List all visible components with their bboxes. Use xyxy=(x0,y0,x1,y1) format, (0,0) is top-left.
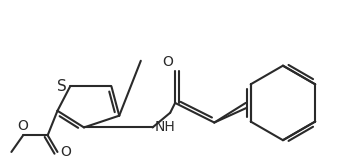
Text: O: O xyxy=(162,55,173,69)
Text: O: O xyxy=(60,145,71,159)
Text: NH: NH xyxy=(155,120,175,134)
Text: S: S xyxy=(57,79,67,94)
Text: O: O xyxy=(18,119,29,133)
